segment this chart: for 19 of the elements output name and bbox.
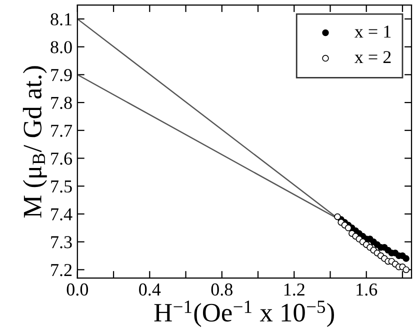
x-tick-label: 1.6 [356,283,378,296]
y-tick-label: 7.4 [51,208,72,220]
x-tick-label: 1.2 [284,283,304,296]
y-tick-label: 7.2 [51,264,72,276]
x-tick-label: 0.0 [66,283,88,296]
x-tick-label: 0.8 [211,283,232,296]
legend-label: x = 1 [354,26,391,38]
legend-label: x = 2 [354,51,391,64]
y-tick-label: 8.1 [50,13,72,26]
y-tick-label: 7.5 [51,180,72,193]
x-axis-title: H$^{−1}$(Oe$^{−1}$ x 10$^{−5}$) [154,300,334,327]
y-tick-label: 7.9 [51,68,72,82]
y-tick-label: 7.8 [51,96,72,110]
y-tick-label: 8.0 [50,41,72,54]
y-tick-label: 7.6 [51,152,72,165]
x-tick-label: 0.4 [139,283,161,296]
y-tick-label: 7.7 [51,124,72,137]
y-tick-label: 7.3 [51,236,72,248]
y-axis-title: M (μ$_{B}$/ Gd at.) [22,66,47,218]
